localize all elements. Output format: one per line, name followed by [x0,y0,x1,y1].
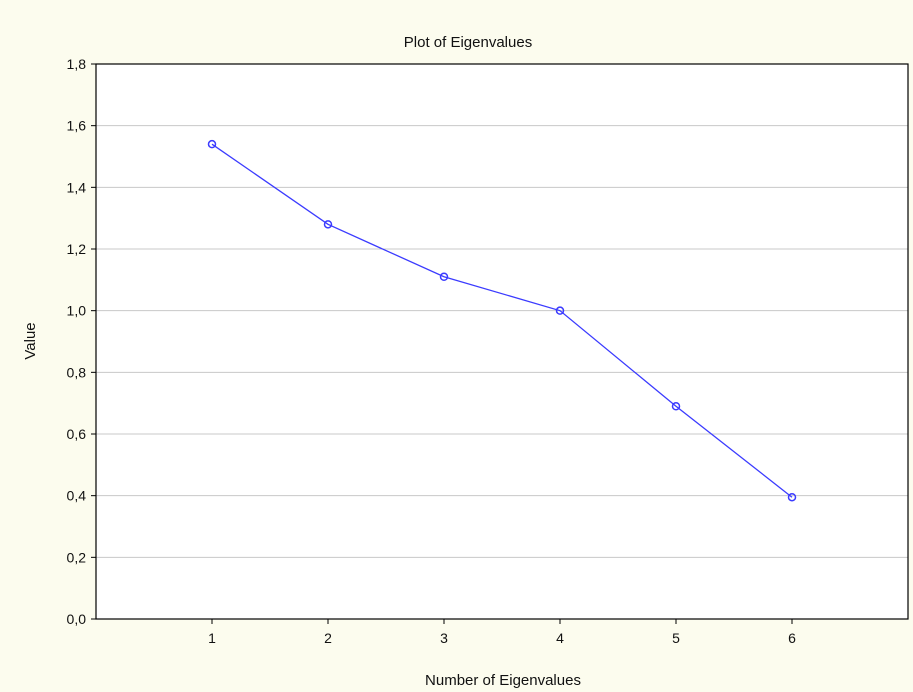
x-tick-label: 6 [788,630,796,646]
plot-frame [95,63,909,620]
axes [91,63,909,624]
data-point [787,492,797,502]
series-line [211,143,793,498]
x-tick-label: 5 [672,630,680,646]
y-tick-label: 1,4 [67,179,87,195]
series-layer [207,139,797,502]
chart-title: Plot of Eigenvalues [404,34,532,51]
y-tick-label: 1,0 [67,303,87,319]
x-tick-label: 4 [556,630,564,646]
y-tick-label: 1,6 [67,118,87,134]
y-tick-label: 0,8 [67,364,87,380]
y-tick-label: 0,2 [67,549,87,565]
data-point [207,139,217,149]
x-tick-label: 1 [208,630,216,646]
plot-area [96,64,908,619]
grid-lines [96,125,908,558]
data-point [439,272,449,281]
tick-labels: 0,0 0,2 0,4 0,6 0,8 1,0 1,2 1,4 1,6 1,8 1 2 3 4 5 6 [67,56,797,646]
data-point [555,306,565,315]
y-axis-label: Value [22,322,39,359]
x-tick-label: 2 [324,630,332,646]
x-axis-label: Number of Eigenvalues [425,672,581,689]
y-tick-label: 1,8 [67,56,87,72]
x-tick-label: 3 [440,630,448,646]
data-point [671,402,681,411]
y-tick-label: 0,0 [67,611,87,627]
y-tick-label: 0,6 [67,426,87,442]
y-tick-label: 1,2 [67,241,87,257]
data-point [323,220,333,229]
y-tick-label: 0,4 [67,488,87,504]
